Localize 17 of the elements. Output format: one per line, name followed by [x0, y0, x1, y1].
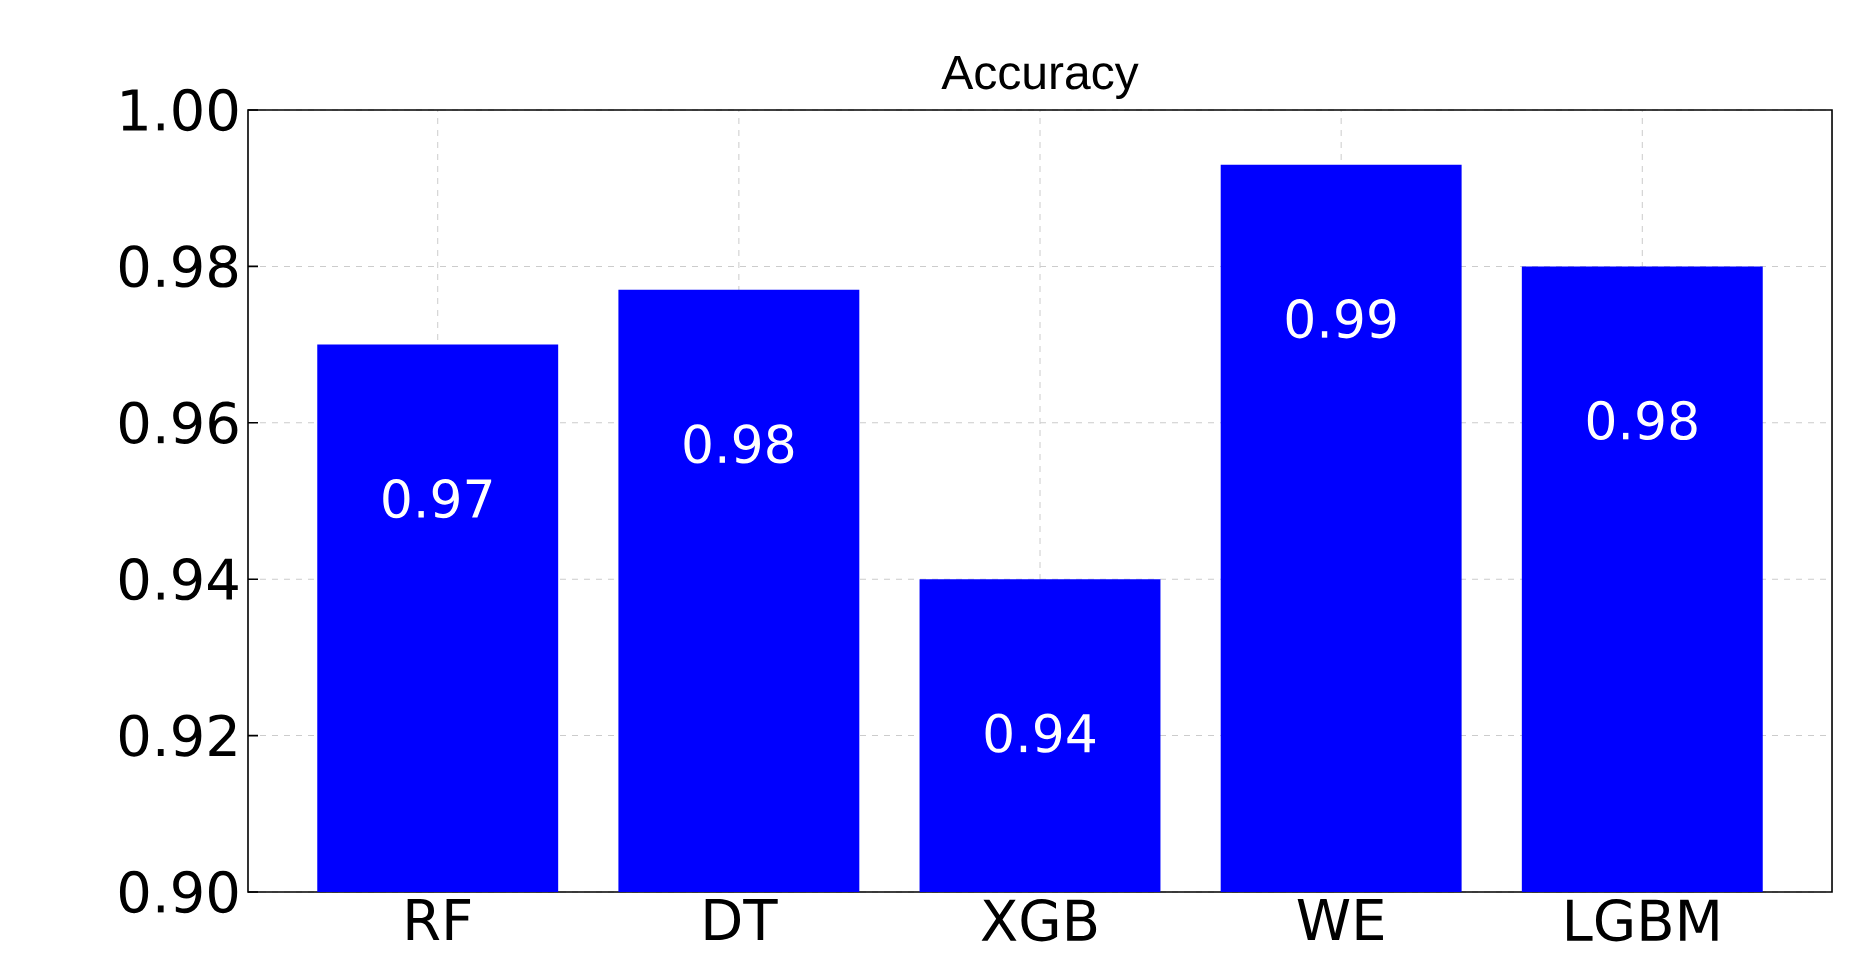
- y-tick-label: 1.00: [122, 88, 238, 132]
- y-tick-label: 0.90: [119, 870, 238, 914]
- data-label: 0.94: [985, 713, 1095, 753]
- data-label: 0.98: [684, 424, 794, 464]
- x-tick-label: XGB: [981, 899, 1097, 942]
- y-tick-label: 0.94: [119, 558, 238, 601]
- chart-title: Accuracy: [941, 55, 1139, 99]
- y-tick-label: 0.96: [119, 401, 238, 444]
- y-tick-label: 0.98: [119, 245, 238, 288]
- x-tick-label: DT: [705, 899, 778, 940]
- y-tick-label: 0.92: [119, 714, 236, 757]
- x-tick-label: WE: [1297, 899, 1383, 940]
- x-tick-label: RF: [407, 899, 471, 940]
- data-label: 0.98: [1587, 400, 1697, 441]
- data-label: 0.97: [383, 478, 492, 519]
- x-tick-label: LGBM: [1567, 899, 1718, 942]
- data-label: 0.99: [1286, 299, 1396, 339]
